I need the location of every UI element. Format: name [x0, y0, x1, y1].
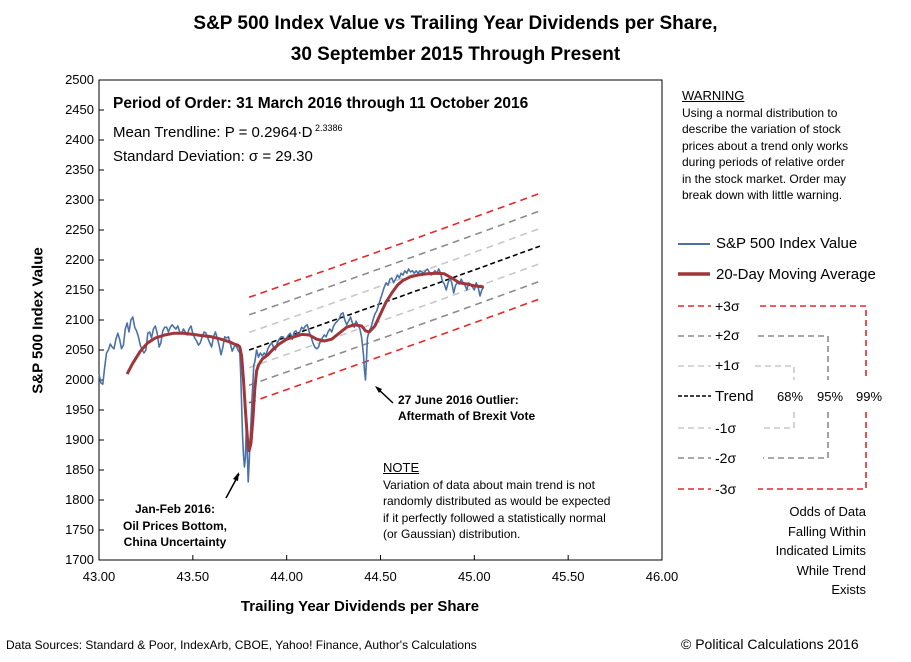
arrow-head-jan-feb — [233, 472, 239, 481]
period-of-order: Period of Order: 31 March 2016 through 1… — [113, 95, 529, 112]
y-tick-label: 1850 — [65, 462, 94, 477]
odds-bracket-top — [760, 305, 867, 380]
odds-bracket-top — [755, 365, 795, 380]
legend-minus3-label: -3σ — [715, 481, 737, 497]
x-tick-label: 45.00 — [458, 569, 491, 584]
band-line-minus2 — [248, 280, 541, 386]
legend-plus2-label: +2σ — [715, 327, 740, 343]
note-box: NOTE Variation of data about main trend … — [383, 460, 610, 543]
warning-line: Using a normal distribution to — [682, 105, 838, 120]
annotations — [225, 386, 394, 499]
copyright: © Political Calculations 2016 — [681, 636, 859, 652]
band-line-plus0 — [248, 245, 541, 351]
legend-plus1-label: +1σ — [715, 357, 740, 373]
legend-minus1-label: -1σ — [715, 420, 737, 436]
legend-sp500-label: S&P 500 Index Value — [716, 235, 858, 252]
y-tick-label: 2000 — [65, 372, 94, 387]
period-info-box: Period of Order: 31 March 2016 through 1… — [113, 92, 528, 169]
y-tick-label: 2250 — [65, 222, 94, 237]
band-line-plus3 — [248, 192, 541, 299]
y-tick-label: 1700 — [65, 552, 94, 567]
series-sp500-line — [98, 268, 485, 483]
y-tick-label: 1950 — [65, 402, 94, 417]
sigma-bands — [248, 192, 541, 404]
y-axis-label: S&P 500 Index Value — [29, 247, 47, 394]
series-ma20-line — [125, 271, 484, 453]
x-axis-label: Trailing Year Dividends per Share — [240, 598, 480, 615]
legend-ma20-label: 20-Day Moving Average — [716, 266, 876, 283]
x-tick-label: 43.00 — [83, 569, 116, 584]
y-tick-label: 2400 — [65, 132, 94, 147]
x-tick-label: 45.50 — [552, 569, 585, 584]
note-line: Variation of data about main trend is no… — [383, 477, 595, 492]
note-line: (or Gaussian) distribution. — [383, 527, 521, 541]
chart-title: S&P 500 Index Value vs Trailing Year Div… — [193, 13, 718, 34]
annotation-jan-feb: Jan-Feb 2016: Oil Prices Bottom, China U… — [122, 502, 228, 549]
chart-subtitle: 30 September 2015 Through Present — [290, 44, 621, 65]
data-sources: Data Sources: Standard & Poor, IndexArb,… — [6, 638, 477, 652]
note-line: if it perfectly followed a statistically… — [383, 510, 606, 525]
odds-bracket-bottom — [763, 412, 829, 459]
x-tick-label: 46.00 — [646, 569, 679, 584]
data-series — [98, 268, 485, 483]
legend-plus3-label: +3σ — [715, 298, 740, 314]
mean-trendline: Mean Trendline: P = 0.2964∙D 2.3386 — [113, 123, 343, 141]
odds-caption: Odds of Data Falling Within Indicated Li… — [775, 504, 866, 597]
warning-line: break down with little warning. — [682, 188, 843, 202]
odds-99: 99% — [856, 389, 883, 404]
x-tick-label: 43.50 — [177, 569, 210, 584]
legend-trend-label: Trend — [715, 388, 754, 405]
warning-line: describe the variation of stock — [682, 122, 841, 136]
y-tick-label: 2350 — [65, 162, 94, 177]
note-heading: NOTE — [383, 460, 420, 475]
warning-line: during periods of relative order — [682, 155, 845, 169]
y-tick-label: 2150 — [65, 282, 94, 297]
band-line-minus3 — [248, 298, 541, 404]
y-tick-label: 2500 — [65, 72, 94, 87]
warning-heading: WARNING — [682, 88, 745, 103]
legend-graphics — [678, 243, 867, 490]
y-tick-label: 1800 — [65, 492, 94, 507]
axis-ticks: 1700 1750 1800 1850 1900 1950 2000 2050 2100 2150… — [65, 72, 678, 584]
odds-68: 68% — [777, 389, 804, 404]
odds-bracket-top — [758, 335, 829, 380]
band-line-plus1 — [248, 227, 541, 334]
warning-line: prices about a trend only works — [682, 138, 849, 153]
odds-95: 95% — [817, 389, 844, 404]
arrow-head-brexit — [375, 386, 382, 393]
odds-bracket-bottom — [763, 412, 795, 429]
standard-deviation: Standard Deviation: σ = 29.30 — [113, 148, 313, 165]
y-tick-label: 2050 — [65, 342, 94, 357]
y-tick-label: 1900 — [65, 432, 94, 447]
warning-box: WARNING Using a normal distribution to d… — [682, 88, 848, 204]
band-line-minus1 — [248, 262, 541, 369]
y-tick-label: 2300 — [65, 192, 94, 207]
band-line-plus2 — [248, 210, 541, 316]
annotation-brexit: 27 June 2016 Outlier: Aftermath of Brexi… — [398, 393, 536, 423]
y-tick-label: 2450 — [65, 102, 94, 117]
y-tick-label: 2100 — [65, 312, 94, 327]
y-tick-label: 1750 — [65, 522, 94, 537]
legend-minus2-label: -2σ — [715, 450, 737, 466]
warning-line: in the stock market. Order may — [682, 171, 847, 186]
y-tick-label: 2200 — [65, 252, 94, 267]
x-tick-label: 44.00 — [270, 569, 303, 584]
x-tick-label: 44.50 — [364, 569, 397, 584]
odds-bracket-bottom — [758, 412, 867, 490]
note-line: randomly distributed as would be expecte… — [383, 494, 611, 508]
